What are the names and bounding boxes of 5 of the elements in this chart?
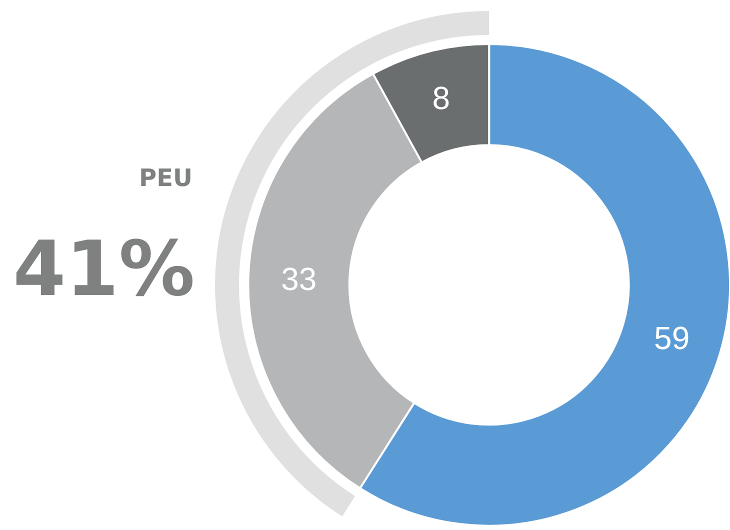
data-label: 33 xyxy=(281,260,317,297)
data-label: 8 xyxy=(432,80,450,116)
text: PEU xyxy=(139,164,192,192)
text: 41% xyxy=(13,224,195,313)
data-label: 59 xyxy=(654,320,690,356)
